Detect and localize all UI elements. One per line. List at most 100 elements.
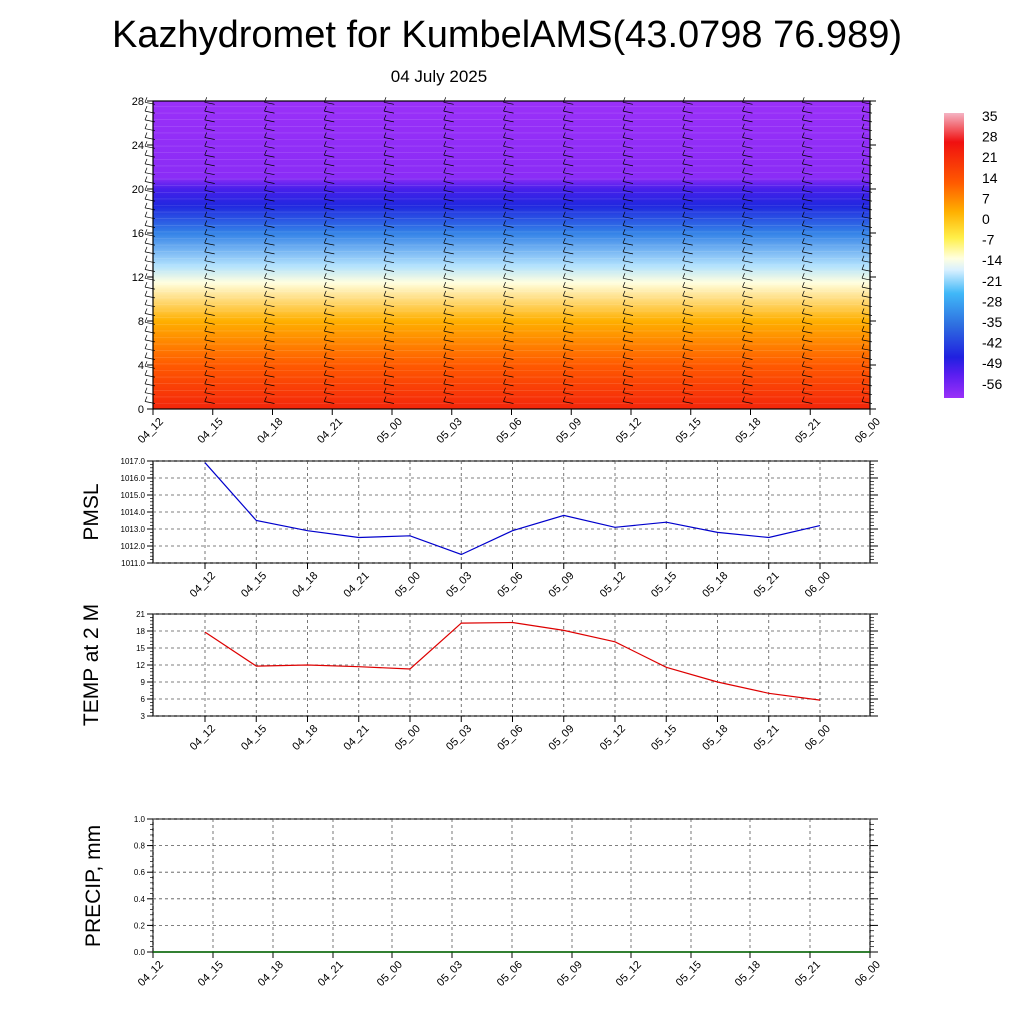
wind-barb <box>264 264 275 272</box>
colorbar-label: -14 <box>982 252 1002 268</box>
wind-barb <box>323 308 335 316</box>
wind-barb <box>562 317 574 325</box>
wind-barb <box>801 149 813 158</box>
wind-barb <box>801 387 813 396</box>
wind-barb <box>204 132 215 140</box>
wind-barb <box>383 132 395 140</box>
wind-barb <box>383 105 395 114</box>
wind-barb <box>264 281 275 290</box>
y-tick-label: 0.4 <box>134 895 146 904</box>
wind-barb <box>443 387 454 396</box>
wind-barb <box>503 334 514 343</box>
wind-barb <box>323 264 335 272</box>
wind-barb <box>503 299 514 308</box>
wind-barb <box>562 132 574 140</box>
wind-barb <box>562 185 574 193</box>
wind-barb <box>742 352 753 360</box>
wind-barb <box>264 176 275 184</box>
wind-barb <box>682 141 693 149</box>
x-tick-label: 05_21 <box>752 570 782 600</box>
wind-barb <box>383 229 395 237</box>
wind-barb <box>562 220 574 228</box>
wind-barb <box>562 290 574 299</box>
wind-barb <box>742 193 753 202</box>
wind-barb <box>383 273 395 281</box>
wind-barb <box>562 264 574 272</box>
wind-barb <box>801 229 813 237</box>
wind-barb <box>383 334 395 343</box>
wind-barb <box>503 325 514 334</box>
wind-barb <box>264 220 275 228</box>
x-tick-label: 04_18 <box>256 959 286 989</box>
y-tick-label: 21 <box>136 610 145 619</box>
wind-barb <box>264 237 275 246</box>
wind-barb <box>562 176 574 184</box>
wind-barb <box>682 334 693 343</box>
wind-barb <box>264 378 275 387</box>
wind-barb <box>682 352 693 360</box>
wind-barb <box>742 123 753 132</box>
y-tick-label: 24 <box>132 140 144 152</box>
wind-barb <box>323 149 335 158</box>
wind-barb <box>264 290 275 299</box>
precip-axis-label: PRECIP, mm <box>82 825 105 947</box>
wind-barb <box>264 132 275 140</box>
wind-barb <box>742 176 753 184</box>
chart-subtitle: 04 July 2025 <box>391 67 487 86</box>
wind-barb <box>622 343 634 352</box>
x-tick-label: 04_12 <box>136 416 166 446</box>
wind-barb <box>264 396 275 404</box>
wind-barb <box>323 132 335 140</box>
wind-barb <box>801 211 813 220</box>
wind-barb <box>622 167 634 176</box>
x-tick-label: 06_00 <box>853 959 883 989</box>
wind-barb <box>443 255 454 264</box>
x-tick-label: 04_21 <box>316 959 346 989</box>
wind-barb <box>622 158 634 167</box>
wind-barb <box>742 281 753 290</box>
wind-barb <box>682 211 693 220</box>
wind-barb <box>562 255 574 264</box>
wind-barb <box>383 185 395 193</box>
wind-barb <box>742 387 753 396</box>
wind-barb <box>443 105 454 114</box>
x-tick-label: 05_21 <box>793 416 823 446</box>
wind-barb <box>383 149 395 158</box>
wind-barb <box>443 317 454 325</box>
y-tick-label: 8 <box>138 316 144 328</box>
wind-barb <box>562 237 574 246</box>
wind-barb <box>622 352 634 360</box>
wind-barb <box>443 361 454 369</box>
wind-barb <box>443 193 454 202</box>
wind-barb <box>204 114 215 123</box>
x-tick-label: 04_15 <box>196 959 226 989</box>
wind-barb <box>742 229 753 237</box>
wind-barb <box>801 246 813 255</box>
colorbar-label: 35 <box>982 108 998 124</box>
wind-barb <box>264 308 275 316</box>
wind-barb <box>622 123 634 132</box>
wind-barb <box>323 176 335 184</box>
x-tick-label: 06_00 <box>803 570 833 600</box>
wind-barb <box>682 193 693 202</box>
wind-barb <box>801 255 813 264</box>
wind-barb <box>204 325 215 334</box>
wind-barb <box>622 325 634 334</box>
wind-barb <box>383 396 395 404</box>
wind-barb <box>622 141 634 149</box>
x-tick-label: 05_00 <box>393 723 423 753</box>
y-tick-label: 1012.0 <box>121 542 146 551</box>
wind-barb <box>383 378 395 387</box>
temperature-cross-section-panel: 0 4 8 12 16 20 24 28 04_12 04_15 04_18 04_21 05_00 05… <box>132 96 883 446</box>
y-tick-label: 20 <box>132 184 144 196</box>
wind-barb <box>742 396 753 404</box>
wind-barb <box>443 290 454 299</box>
wind-barb <box>742 132 753 140</box>
x-tick-label: 05_15 <box>674 416 704 446</box>
wind-barb <box>443 369 454 378</box>
wind-barb <box>622 193 634 202</box>
wind-barb <box>562 167 574 176</box>
wind-barb <box>323 343 335 352</box>
wind-barb <box>562 273 574 281</box>
wind-barb <box>622 396 634 404</box>
